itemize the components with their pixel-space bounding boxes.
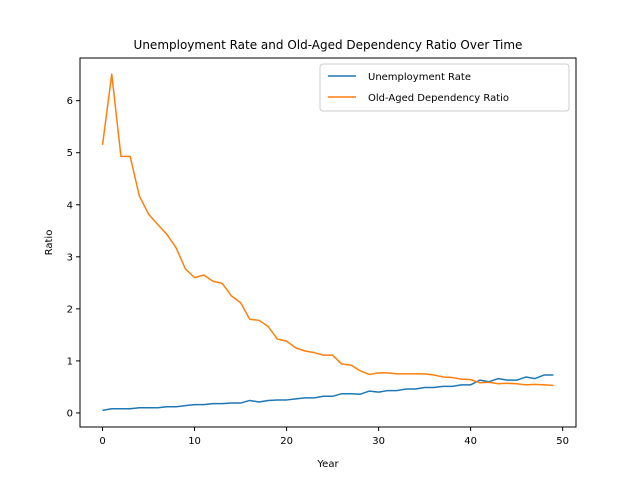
y-tick-label: 1 xyxy=(67,356,73,367)
x-tick-label: 0 xyxy=(99,436,105,447)
y-axis-label: Ratio xyxy=(44,230,55,256)
x-axis-label: Year xyxy=(316,459,339,470)
y-tick-label: 3 xyxy=(67,252,73,263)
x-axis: 0 10 20 30 40 50 xyxy=(99,427,569,447)
legend-label-dependency: Old-Aged Dependency Ratio xyxy=(368,93,509,104)
x-tick-label: 30 xyxy=(372,436,385,447)
series-line-unemployment xyxy=(102,374,554,412)
y-tick-label: 6 xyxy=(67,96,73,107)
y-axis: 0 1 2 3 4 5 6 xyxy=(67,96,80,419)
y-tick-label: 0 xyxy=(67,408,73,419)
plot-frame xyxy=(79,57,577,428)
x-tick-label: 10 xyxy=(188,436,201,447)
x-tick-label: 20 xyxy=(280,436,293,447)
plot-area xyxy=(101,73,554,412)
legend: Unemployment Rate Old-Aged Dependency Ra… xyxy=(319,63,570,112)
x-tick-label: 50 xyxy=(556,436,569,447)
y-tick-label: 2 xyxy=(67,304,73,315)
legend-label-unemployment: Unemployment Rate xyxy=(368,72,471,83)
legend-box xyxy=(319,63,570,112)
y-tick-label: 4 xyxy=(67,200,73,211)
chart-title: Unemployment Rate and Old-Aged Dependenc… xyxy=(134,38,523,52)
series-line-dependency xyxy=(101,73,554,387)
y-tick-label: 5 xyxy=(67,148,73,159)
x-tick-label: 40 xyxy=(464,436,477,447)
